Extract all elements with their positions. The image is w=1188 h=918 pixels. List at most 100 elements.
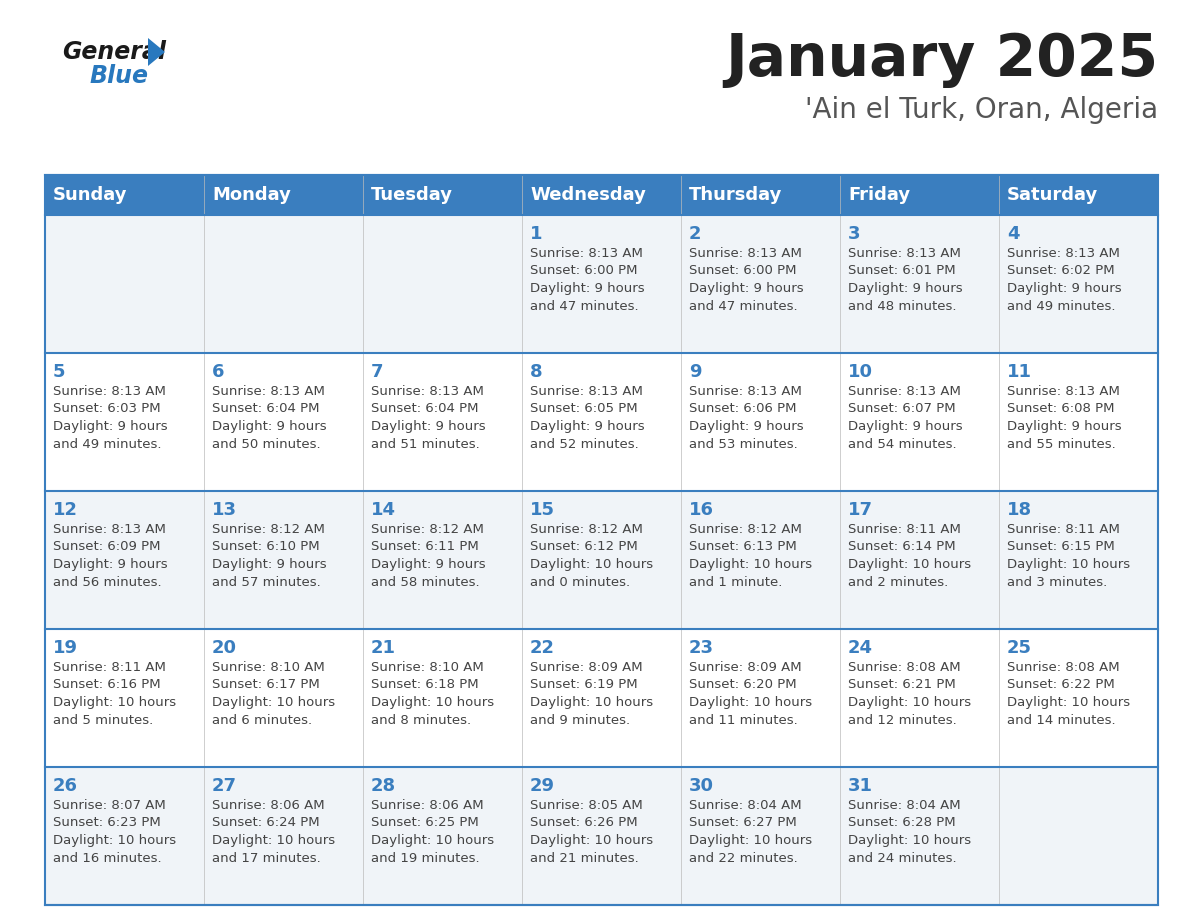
Text: Sunrise: 8:08 AM: Sunrise: 8:08 AM <box>1007 661 1119 674</box>
Text: Sunrise: 8:08 AM: Sunrise: 8:08 AM <box>848 661 961 674</box>
Text: Daylight: 10 hours: Daylight: 10 hours <box>530 834 653 847</box>
Text: 14: 14 <box>371 501 396 519</box>
Text: Sunset: 6:11 PM: Sunset: 6:11 PM <box>371 541 479 554</box>
Text: Sunrise: 8:09 AM: Sunrise: 8:09 AM <box>530 661 643 674</box>
Text: Sunrise: 8:04 AM: Sunrise: 8:04 AM <box>848 799 961 812</box>
Text: 1: 1 <box>530 225 543 243</box>
Text: 16: 16 <box>689 501 714 519</box>
Text: 28: 28 <box>371 777 396 795</box>
Text: and 49 minutes.: and 49 minutes. <box>1007 299 1116 312</box>
Text: Daylight: 9 hours: Daylight: 9 hours <box>1007 282 1121 295</box>
Text: 8: 8 <box>530 363 543 381</box>
Text: and 52 minutes.: and 52 minutes. <box>530 438 639 451</box>
Text: and 9 minutes.: and 9 minutes. <box>530 713 630 726</box>
Text: and 1 minute.: and 1 minute. <box>689 576 783 588</box>
Text: and 47 minutes.: and 47 minutes. <box>689 299 797 312</box>
Text: Saturday: Saturday <box>1007 186 1098 204</box>
Text: Daylight: 10 hours: Daylight: 10 hours <box>689 696 813 709</box>
Text: Sunrise: 8:13 AM: Sunrise: 8:13 AM <box>371 385 484 398</box>
Text: Sunset: 6:27 PM: Sunset: 6:27 PM <box>689 816 797 830</box>
Text: Sunset: 6:09 PM: Sunset: 6:09 PM <box>53 541 160 554</box>
Text: Sunset: 6:01 PM: Sunset: 6:01 PM <box>848 264 955 277</box>
Text: Sunrise: 8:12 AM: Sunrise: 8:12 AM <box>689 523 802 536</box>
Text: Daylight: 10 hours: Daylight: 10 hours <box>1007 558 1130 571</box>
Text: 10: 10 <box>848 363 873 381</box>
Text: 21: 21 <box>371 639 396 657</box>
Text: Daylight: 10 hours: Daylight: 10 hours <box>371 834 494 847</box>
Text: January 2025: January 2025 <box>725 31 1158 88</box>
Text: Sunset: 6:00 PM: Sunset: 6:00 PM <box>530 264 638 277</box>
Text: Daylight: 10 hours: Daylight: 10 hours <box>530 558 653 571</box>
Text: 7: 7 <box>371 363 384 381</box>
Text: Sunset: 6:19 PM: Sunset: 6:19 PM <box>530 678 638 691</box>
Text: Sunrise: 8:09 AM: Sunrise: 8:09 AM <box>689 661 802 674</box>
Text: 'Ain el Turk, Oran, Algeria: 'Ain el Turk, Oran, Algeria <box>805 96 1158 124</box>
Text: and 24 minutes.: and 24 minutes. <box>848 852 956 865</box>
Text: Daylight: 9 hours: Daylight: 9 hours <box>689 420 803 433</box>
Text: and 54 minutes.: and 54 minutes. <box>848 438 956 451</box>
Text: Sunset: 6:22 PM: Sunset: 6:22 PM <box>1007 678 1114 691</box>
Text: 26: 26 <box>53 777 78 795</box>
Text: Sunrise: 8:12 AM: Sunrise: 8:12 AM <box>530 523 643 536</box>
Text: Sunset: 6:12 PM: Sunset: 6:12 PM <box>530 541 638 554</box>
Text: and 53 minutes.: and 53 minutes. <box>689 438 798 451</box>
Text: Sunrise: 8:11 AM: Sunrise: 8:11 AM <box>1007 523 1120 536</box>
Text: and 17 minutes.: and 17 minutes. <box>211 852 321 865</box>
Text: Daylight: 9 hours: Daylight: 9 hours <box>53 420 168 433</box>
Text: Sunset: 6:07 PM: Sunset: 6:07 PM <box>848 402 955 416</box>
Text: Sunset: 6:15 PM: Sunset: 6:15 PM <box>1007 541 1114 554</box>
Bar <box>45 215 1158 353</box>
Text: Sunrise: 8:04 AM: Sunrise: 8:04 AM <box>689 799 802 812</box>
Text: Daylight: 10 hours: Daylight: 10 hours <box>371 696 494 709</box>
Text: Daylight: 10 hours: Daylight: 10 hours <box>848 834 971 847</box>
Text: Friday: Friday <box>848 186 910 204</box>
Text: 30: 30 <box>689 777 714 795</box>
Text: and 19 minutes.: and 19 minutes. <box>371 852 480 865</box>
Text: Sunset: 6:16 PM: Sunset: 6:16 PM <box>53 678 160 691</box>
Text: Daylight: 10 hours: Daylight: 10 hours <box>689 834 813 847</box>
Text: Daylight: 9 hours: Daylight: 9 hours <box>530 282 645 295</box>
Text: Daylight: 9 hours: Daylight: 9 hours <box>1007 420 1121 433</box>
Text: 11: 11 <box>1007 363 1032 381</box>
Text: Daylight: 10 hours: Daylight: 10 hours <box>211 834 335 847</box>
Text: General: General <box>62 40 166 64</box>
Text: Daylight: 9 hours: Daylight: 9 hours <box>530 420 645 433</box>
Text: and 56 minutes.: and 56 minutes. <box>53 576 162 588</box>
Text: 15: 15 <box>530 501 555 519</box>
Text: Sunset: 6:00 PM: Sunset: 6:00 PM <box>689 264 796 277</box>
Text: Daylight: 10 hours: Daylight: 10 hours <box>689 558 813 571</box>
Text: Sunset: 6:25 PM: Sunset: 6:25 PM <box>371 816 479 830</box>
Text: Sunrise: 8:10 AM: Sunrise: 8:10 AM <box>211 661 324 674</box>
Text: Sunset: 6:03 PM: Sunset: 6:03 PM <box>53 402 160 416</box>
Text: Sunrise: 8:13 AM: Sunrise: 8:13 AM <box>1007 247 1120 260</box>
Text: Sunrise: 8:13 AM: Sunrise: 8:13 AM <box>689 247 802 260</box>
Text: and 14 minutes.: and 14 minutes. <box>1007 713 1116 726</box>
Text: Daylight: 9 hours: Daylight: 9 hours <box>371 420 486 433</box>
Text: Daylight: 10 hours: Daylight: 10 hours <box>848 696 971 709</box>
Text: Sunset: 6:21 PM: Sunset: 6:21 PM <box>848 678 956 691</box>
Text: Daylight: 10 hours: Daylight: 10 hours <box>53 696 176 709</box>
Text: Daylight: 9 hours: Daylight: 9 hours <box>848 282 962 295</box>
Text: Daylight: 9 hours: Daylight: 9 hours <box>689 282 803 295</box>
Text: Sunrise: 8:13 AM: Sunrise: 8:13 AM <box>53 385 166 398</box>
Text: Sunrise: 8:13 AM: Sunrise: 8:13 AM <box>689 385 802 398</box>
Polygon shape <box>148 38 165 66</box>
Text: Sunrise: 8:06 AM: Sunrise: 8:06 AM <box>211 799 324 812</box>
Text: Sunset: 6:04 PM: Sunset: 6:04 PM <box>211 402 320 416</box>
Text: Sunrise: 8:13 AM: Sunrise: 8:13 AM <box>530 247 643 260</box>
Text: Daylight: 9 hours: Daylight: 9 hours <box>371 558 486 571</box>
Text: Sunrise: 8:13 AM: Sunrise: 8:13 AM <box>848 385 961 398</box>
Text: Sunset: 6:13 PM: Sunset: 6:13 PM <box>689 541 797 554</box>
Text: Sunrise: 8:10 AM: Sunrise: 8:10 AM <box>371 661 484 674</box>
Text: 17: 17 <box>848 501 873 519</box>
Text: 9: 9 <box>689 363 701 381</box>
Text: Daylight: 10 hours: Daylight: 10 hours <box>530 696 653 709</box>
Bar <box>45 175 1158 215</box>
Bar <box>45 491 1158 629</box>
Text: 31: 31 <box>848 777 873 795</box>
Text: 4: 4 <box>1007 225 1019 243</box>
Text: 20: 20 <box>211 639 236 657</box>
Text: 18: 18 <box>1007 501 1032 519</box>
Bar <box>45 767 1158 905</box>
Bar <box>45 629 1158 767</box>
